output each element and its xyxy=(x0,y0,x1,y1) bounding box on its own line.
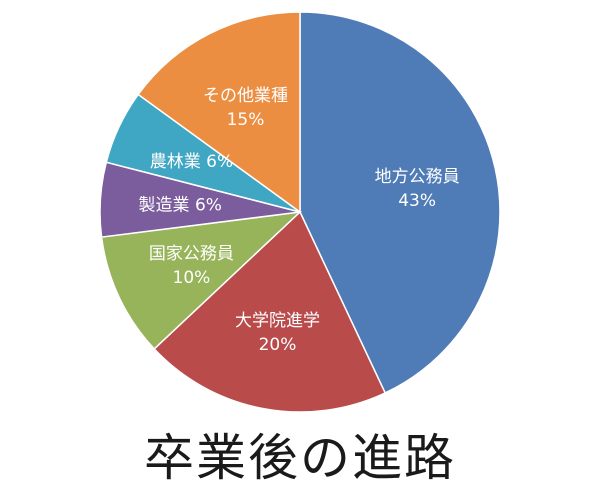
chart-title: 卒業後の進路 xyxy=(144,429,456,487)
pie-slice-1 xyxy=(299,11,501,394)
pie-labels: 地方公務員 43% 大学院進学 20% 国家公務員 10% 製造業 6% 農林業 6% その他業… xyxy=(139,86,460,355)
slice-percent-3: 10% xyxy=(173,268,211,288)
slice-percent-1: 43% xyxy=(398,191,436,211)
slice-percent-6: 15% xyxy=(227,110,265,130)
slice-name-1: 地方公務員 xyxy=(375,167,460,187)
pie-slice-2 xyxy=(153,210,387,413)
slice-label-2: 大学院進学 20% xyxy=(235,311,320,355)
pie-slices xyxy=(99,11,501,413)
pie-slice-3 xyxy=(100,210,303,350)
pie-chart: 地方公務員 43% 大学院進学 20% 国家公務員 10% 製造業 6% 農林業 6% その他業… xyxy=(99,11,501,413)
slice-label-4: 製造業 6% xyxy=(139,195,222,215)
slice-name-3: 国家公務員 xyxy=(149,244,234,264)
slice-label-6: その他業種 15% xyxy=(203,86,288,130)
slice-percent-2: 20% xyxy=(259,335,297,355)
pie-slice-6 xyxy=(137,11,301,214)
slice-label-5: 農林業 6% xyxy=(150,152,233,172)
slice-name-2: 大学院進学 xyxy=(235,311,320,331)
slice-label-1: 地方公務員 43% xyxy=(375,167,460,211)
slice-label-3: 国家公務員 10% xyxy=(149,244,234,288)
slice-name-6: その他業種 xyxy=(203,86,288,106)
